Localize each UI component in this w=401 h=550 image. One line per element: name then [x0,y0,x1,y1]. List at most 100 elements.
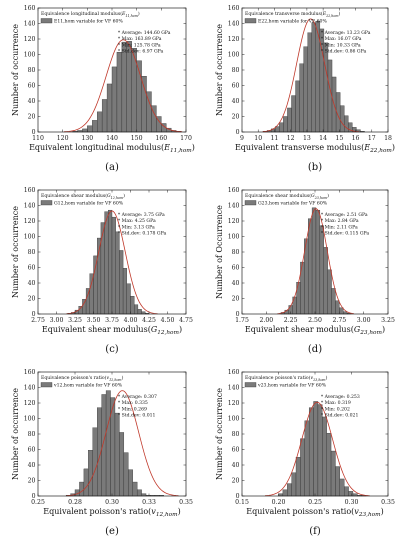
x-tick-label: 3.25 [381,317,395,324]
x-axis-label: Equivalent longitudinal modulus(E11,hom) [29,143,195,154]
x-tick-label: 150 [131,135,143,142]
histogram-bar [327,269,332,315]
histogram-bar [128,469,133,497]
stat-line: * Min: 125.78 GPa [118,42,161,48]
histogram-bar [79,481,85,497]
legend-swatch [40,382,53,388]
histogram-bar [141,76,147,133]
x-axis-label: Equivalent shear modulus(G12,hom) [42,325,182,336]
y-tick-label: 160 [228,5,240,12]
y-tick-label: 100 [24,52,36,59]
histogram-bar [300,438,305,497]
x-tick-label: 2.25 [284,317,298,324]
y-tick-label: 20 [28,296,36,303]
x-axis-label: Equivalent transverse modulus(E22,hom) [235,143,395,154]
x-tick-label: 0.35 [381,499,395,506]
histogram-bar [130,295,135,315]
histogram-bar [323,42,329,133]
y-axis-label: Number of occurrence [11,388,20,480]
y-tick-label: 140 [24,203,36,210]
stat-line: * Max: 0.319 [321,400,351,406]
legend-title: Equivalence poisson's ratio(v12,hom) [41,374,124,382]
legend-swatch [244,18,257,24]
stat-line: * Std.dev: 0.178 GPa [118,231,167,237]
histogram-bar [97,111,103,133]
histogram-bar [339,478,345,497]
legend-entry: G23,hom variable for VF 60% [258,201,328,207]
y-tick-label: 60 [28,447,36,454]
histogram-bar [85,288,90,315]
x-axis-label: Equivalent poisson's ratio(v12,hom) [43,507,180,518]
y-tick-label: 100 [24,234,36,241]
y-tick-label: 0 [236,129,240,136]
histogram-bar [114,412,120,497]
histogram-bar [82,299,87,315]
x-tick-label: 110 [32,135,44,142]
y-tick-label: 80 [232,431,240,438]
legend-entry: v23,hom variable for VF 60% [257,383,327,389]
histogram-bar [100,222,105,315]
y-tick-label: 100 [24,416,36,423]
legend-title: Equivalence shear modulus(G12,hom) [41,192,125,200]
y-tick-label: 140 [24,385,36,392]
y-tick-label: 160 [228,369,240,376]
stat-line: * Std.dev: 0.021 [321,413,359,419]
normal-fit-curve [66,390,179,497]
x-tick-label: 4.25 [142,317,156,324]
stat-line: * Max: 0.335 [118,400,148,406]
histogram-bar [111,66,118,133]
y-tick-label: 20 [28,478,36,485]
histogram-bar [283,116,288,133]
chart-panel-5: 0 20 40 60 80 100 120 140 160 0.25 0.28 0.30 0.33 0.3… [11,369,193,537]
histogram-bar [106,83,113,133]
histogram-bar [295,457,301,497]
x-tick-label: 3.25 [68,317,82,324]
histogram-bar [322,416,327,497]
legend-title: Equivalence shear modulus(G23,hom) [245,192,329,200]
histogram-bar [326,433,332,497]
x-tick-label: 3.00 [357,317,371,324]
chart-panel-3: 0 20 40 60 80 100 120 140 160 2.75 3.00 3.25 3.50 3.7… [11,187,193,355]
histogram-bar [291,472,297,497]
legend-entry: G12,hom variable for VF 60% [54,201,124,207]
y-tick-label: 80 [232,249,240,256]
x-tick-label: 3.00 [50,317,64,324]
histogram-bar [344,115,349,133]
chart-panel-4: 0 20 40 60 80 100 120 140 160 1.75 2.00 2.25 2.50 2.7… [215,187,395,355]
y-tick-label: 160 [228,187,240,194]
histogram-bar [108,209,113,315]
y-tick-label: 120 [24,218,36,225]
y-tick-label: 20 [232,478,240,485]
y-tick-label: 80 [232,67,240,74]
x-tick-label: 11 [271,135,279,142]
stat-line: * Max: 4.25 GPa [118,218,156,224]
normal-fit-curve [63,39,183,133]
histogram-bar [279,122,284,133]
histogram-bar [134,304,139,315]
histogram-bar [115,231,120,315]
histogram-bar [303,46,308,133]
histogram-bar [330,450,336,497]
histogram-bar [87,125,93,133]
histogram-bar [308,218,313,315]
stat-line: * Std.dev: 0.86 GPa [321,49,367,55]
panel-label: (d) [308,344,322,355]
y-axis-label: Number of Occurrence [215,205,224,299]
stat-line: * Max: 2.84 GPa [321,218,359,224]
stat-line: * Min: 2.11 GPa [321,224,358,230]
y-tick-label: 40 [232,462,240,469]
y-tick-label: 160 [24,5,36,12]
legend-swatch [244,200,257,206]
histogram-bar [307,32,312,133]
legend-swatch [40,200,53,206]
y-tick-label: 100 [228,234,240,241]
histogram-bar [104,211,109,315]
histogram-bar [295,80,300,133]
y-tick-label: 140 [24,21,36,28]
histogram-bar [126,283,131,315]
y-tick-label: 80 [28,67,36,74]
x-tick-label: 0.30 [345,499,359,506]
y-tick-label: 0 [32,129,36,136]
y-tick-label: 120 [228,218,240,225]
histogram-bar [105,390,111,497]
